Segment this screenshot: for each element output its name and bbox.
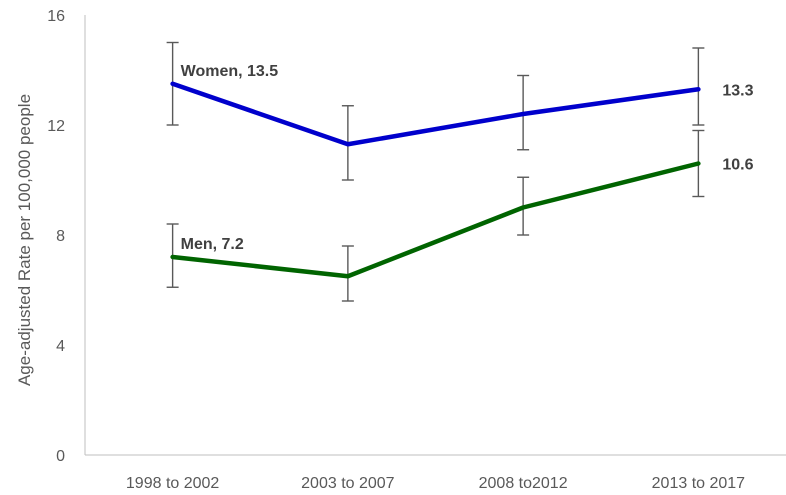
women-error-bar	[692, 47, 705, 126]
women-series-line	[170, 81, 701, 147]
error-bars	[166, 41, 705, 302]
women-data-label: 13.3	[722, 82, 753, 99]
axes	[84, 15, 786, 456]
men-data-label: Men, 7.2	[181, 236, 244, 253]
data-labels: Women, 13.5 13.3 Men, 7.2 10.6	[181, 63, 754, 253]
y-tick-label: 4	[56, 338, 65, 355]
series-lines	[170, 81, 701, 279]
y-tick-label: 12	[47, 118, 65, 135]
x-tick-labels: 1998 to 2002 2003 to 2007 2008 to2012 2013 …	[126, 475, 745, 492]
y-tick-label: 0	[56, 448, 65, 465]
x-tick-label: 1998 to 2002	[126, 475, 220, 492]
women-data-label: Women, 13.5	[181, 63, 279, 80]
x-tick-label: 2003 to 2007	[301, 475, 395, 492]
y-tick-labels: 0 4 8 12 16	[47, 8, 65, 465]
men-error-bar	[341, 245, 354, 302]
x-tick-label: 2008 to2012	[479, 475, 568, 492]
men-series-line	[170, 161, 701, 279]
men-data-label: 10.6	[722, 157, 753, 174]
y-axis-label: Age-adjusted Rate per 100,000 people	[15, 94, 34, 386]
x-tick-label: 2013 to 2017	[652, 475, 746, 492]
y-tick-label: 8	[56, 228, 65, 245]
y-tick-label: 16	[47, 8, 65, 25]
